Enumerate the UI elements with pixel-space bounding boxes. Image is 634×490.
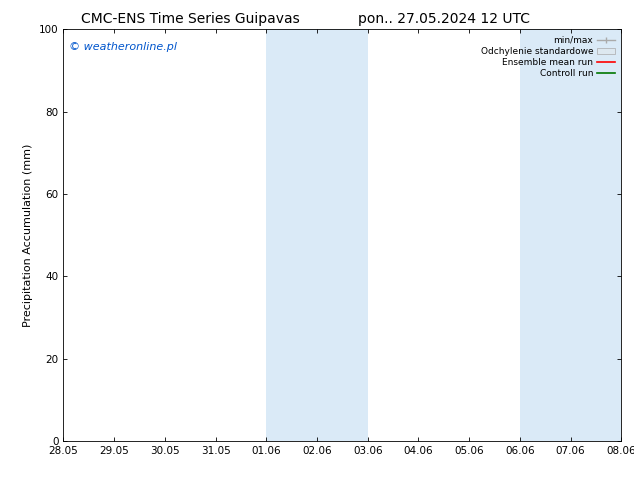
Bar: [266, 29, 317, 441]
Text: pon.. 27.05.2024 12 UTC: pon.. 27.05.2024 12 UTC: [358, 12, 530, 26]
Bar: [520, 29, 571, 441]
Text: © weatheronline.pl: © weatheronline.pl: [69, 42, 177, 52]
Text: CMC-ENS Time Series Guipavas: CMC-ENS Time Series Guipavas: [81, 12, 300, 26]
Legend: min/max, Odchylenie standardowe, Ensemble mean run, Controll run: min/max, Odchylenie standardowe, Ensembl…: [479, 34, 617, 80]
Bar: [571, 29, 621, 441]
Y-axis label: Precipitation Accumulation (mm): Precipitation Accumulation (mm): [23, 144, 34, 327]
Bar: [317, 29, 368, 441]
